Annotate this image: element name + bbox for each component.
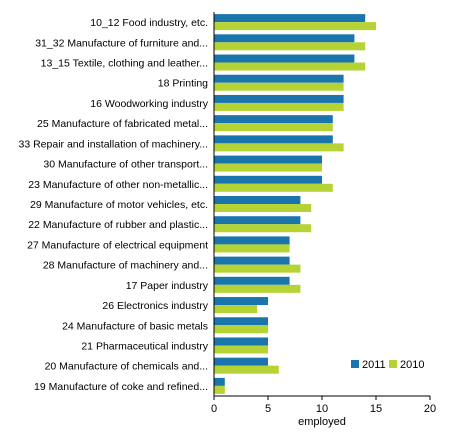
- x-tick-label: 10: [316, 403, 328, 415]
- bar-2010-9: [214, 204, 312, 212]
- bar-2011-17: [214, 357, 268, 366]
- bar-2011-11: [214, 236, 290, 245]
- category-label: 19 Manufacture of coke and refined...: [34, 381, 208, 393]
- category-label: 21 Pharmaceutical industry: [81, 340, 208, 352]
- category-label: 28 Manufacture of machinery and...: [43, 260, 208, 272]
- bar-2010-7: [214, 163, 322, 172]
- bar-2010-16: [214, 345, 268, 354]
- category-label: 26 Electronics industry: [102, 300, 208, 312]
- bar-2010-18: [214, 385, 225, 394]
- category-label: 23 Manufacture of other non-metallic...: [28, 179, 208, 191]
- bar-2010-3: [214, 82, 344, 91]
- legend-label-2011: 2011: [362, 359, 386, 371]
- bar-2011-1: [214, 34, 355, 43]
- bar-2011-12: [214, 256, 290, 265]
- category-label: 10_12 Food industry, etc.: [90, 17, 208, 29]
- bar-2011-6: [214, 135, 333, 144]
- bar-2010-15: [214, 325, 268, 334]
- bar-2010-5: [214, 123, 333, 132]
- legend-label-2010: 2010: [400, 359, 424, 371]
- legend-swatch-2011: [351, 360, 359, 368]
- bars-group: [214, 14, 376, 394]
- bar-2011-14: [214, 297, 268, 306]
- category-label: 17 Paper industry: [126, 280, 209, 292]
- category-label: 18 Printing: [158, 78, 208, 90]
- category-label: 29 Manufacture of motor vehicles, etc.: [30, 199, 208, 211]
- bar-2011-9: [214, 196, 301, 204]
- bar-2010-8: [214, 183, 333, 192]
- legend-swatch-2010: [389, 360, 397, 368]
- bar-2011-13: [214, 276, 290, 285]
- legend: 2011 2010: [351, 359, 424, 371]
- x-tick-label: 15: [370, 403, 382, 415]
- bar-2011-10: [214, 216, 301, 225]
- bar-2010-14: [214, 305, 258, 314]
- bar-2010-6: [214, 143, 344, 152]
- category-label: 20 Manufacture of chemicals and...: [45, 361, 208, 373]
- bar-2011-2: [214, 54, 355, 63]
- category-label: 27 Manufacture of electrical equipment: [27, 239, 208, 251]
- x-axis-ticks: 0 5 10 15 20: [211, 396, 436, 415]
- bar-2011-15: [214, 317, 268, 326]
- category-label: 30 Manufacture of other transport...: [43, 159, 208, 171]
- bar-2010-1: [214, 42, 366, 51]
- category-label: 25 Manufacture of fabricated metal...: [37, 118, 208, 130]
- category-labels: 10_12 Food industry, etc. 31_32 Manufactu…: [19, 17, 209, 393]
- x-tick-label: 0: [211, 403, 217, 415]
- bar-2010-10: [214, 224, 312, 233]
- bar-2011-7: [214, 155, 322, 164]
- bar-2011-4: [214, 94, 344, 103]
- category-label: 33 Repair and installation of machinery.…: [19, 138, 209, 150]
- category-label: 16 Woodworking industry: [90, 98, 208, 110]
- bar-2010-12: [214, 264, 301, 273]
- bar-2011-8: [214, 175, 322, 184]
- bar-2011-0: [214, 14, 366, 23]
- bar-2010-11: [214, 244, 290, 253]
- category-label: 13_15 Textile, clothing and leather...: [41, 58, 208, 70]
- bar-2011-5: [214, 115, 333, 124]
- category-label: 31_32 Manufacture of furniture and...: [35, 37, 208, 49]
- bar-2011-16: [214, 337, 268, 346]
- bar-2011-3: [214, 74, 344, 83]
- bar-2011-18: [214, 377, 225, 386]
- category-label: 22 Manufacture of rubber and plastic...: [28, 219, 208, 231]
- bar-2010-2: [214, 62, 366, 71]
- bar-2010-0: [214, 22, 376, 31]
- category-label: 24 Manufacture of basic metals: [62, 320, 208, 332]
- x-axis-title: employed: [298, 416, 346, 428]
- bar-2010-17: [214, 365, 279, 374]
- bar-2010-4: [214, 102, 344, 111]
- x-tick-label: 20: [424, 403, 436, 415]
- bar-2010-13: [214, 284, 301, 293]
- x-tick-label: 5: [265, 403, 271, 415]
